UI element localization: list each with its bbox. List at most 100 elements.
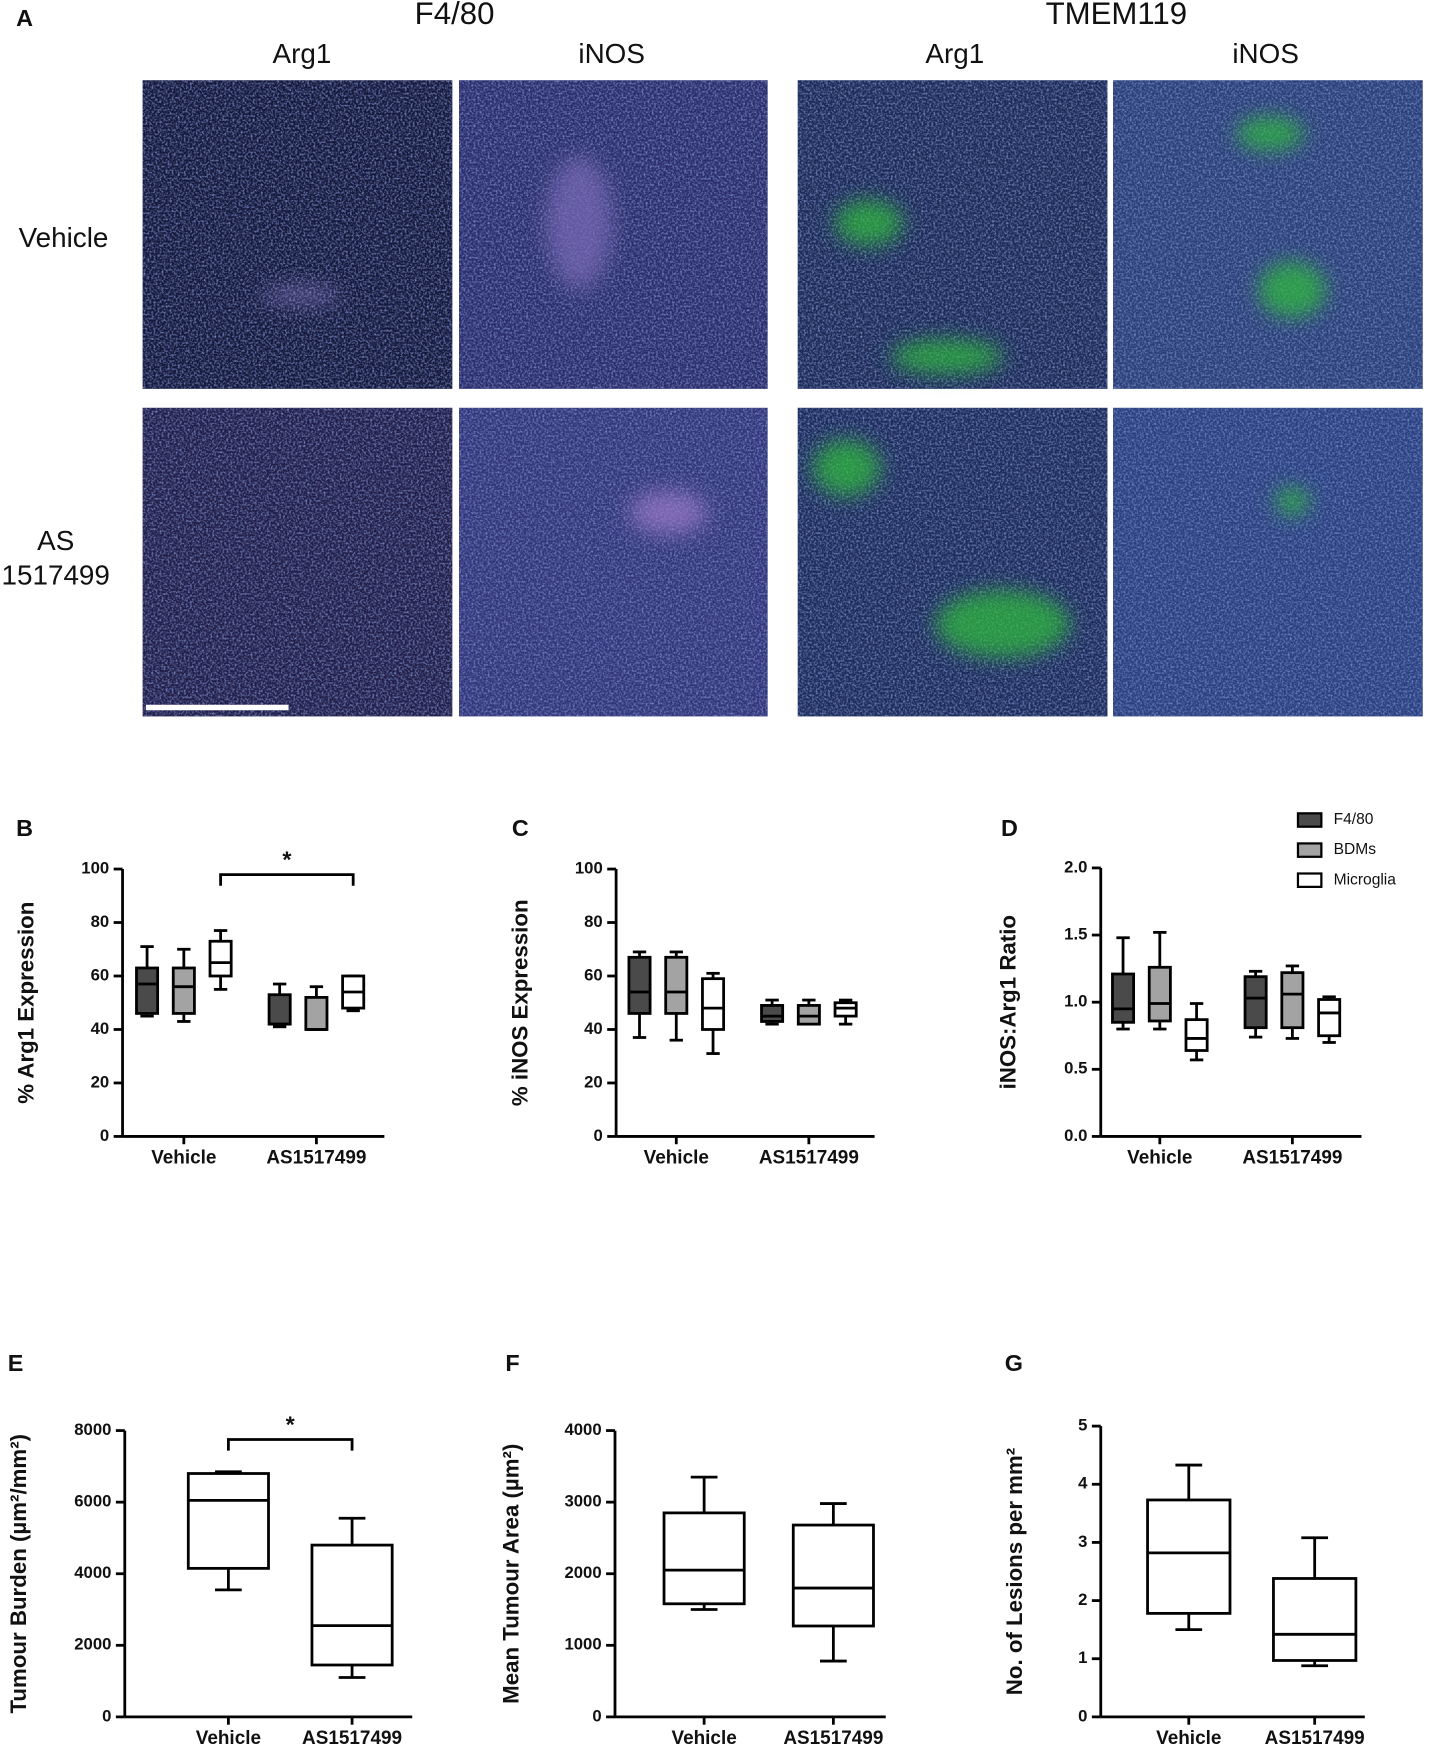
column-header: iNOS [1232, 38, 1299, 69]
significance-bracket [227, 1438, 354, 1451]
y-tick-label: 0 [593, 1126, 602, 1145]
box [1184, 1018, 1209, 1052]
box [1280, 971, 1305, 1030]
micrograph [142, 80, 1423, 717]
x-tick-label: AS1517499 [759, 1148, 859, 1169]
y-tick-label: 20 [91, 1072, 110, 1091]
y-tick-label: 1 [1078, 1648, 1087, 1667]
chart: F Mean Tumour Area (µm²) 0 1000 2000 3000 4000… [498, 1350, 886, 1749]
y-tick-label: 2000 [564, 1563, 601, 1582]
panel-label: D [1001, 815, 1018, 841]
significance-label: * [286, 1411, 296, 1437]
column-header: Arg1 [273, 38, 332, 69]
box [760, 1004, 785, 1023]
y-axis-title: Tumour Burden (µm²/mm²) [6, 1434, 31, 1714]
legend-swatch [1296, 842, 1323, 858]
y-tick-label: 80 [584, 912, 603, 931]
column-header: iNOS [578, 38, 645, 69]
y-tick-label: 60 [584, 965, 603, 984]
y-tick-label: 4 [1078, 1474, 1088, 1493]
y-tick-label: 40 [584, 1019, 603, 1038]
y-tick-label: 1.5 [1064, 924, 1087, 943]
group-header: F4/80 [415, 0, 495, 31]
legend-label: Microglia [1334, 871, 1397, 888]
y-tick-label: 0 [1078, 1706, 1087, 1725]
box [304, 995, 329, 1031]
panel-label: G [1005, 1350, 1023, 1376]
box [701, 977, 726, 1031]
x-tick-label: Vehicle [644, 1148, 709, 1169]
chart: G No. of Lesions per mm² 0 1 2 3 4 5 Vehicle AS15… [1002, 1350, 1365, 1749]
row-header: 1517499 [2, 560, 110, 591]
legend-swatch [1296, 872, 1323, 888]
y-tick-label: 20 [584, 1072, 603, 1091]
legend-swatch [1296, 812, 1323, 828]
box [310, 1543, 394, 1667]
box [1147, 965, 1172, 1023]
y-tick-label: 100 [575, 858, 603, 877]
box [1272, 1577, 1358, 1662]
y-tick-label: 0.0 [1064, 1126, 1087, 1145]
x-tick-label: Vehicle [671, 1728, 736, 1747]
y-axis-title: % iNOS Expression [507, 899, 532, 1106]
y-tick-label: 3000 [564, 1492, 601, 1511]
box [186, 1472, 270, 1570]
chart: E Tumour Burden (µm²/mm²) 0 2000 4000 6000 800… [6, 1350, 413, 1749]
group-header: TMEM119 [1046, 0, 1188, 31]
y-tick-label: 4000 [564, 1420, 601, 1439]
panel-label: E [8, 1350, 24, 1376]
panel-label: C [512, 815, 529, 841]
row-header: Vehicle [19, 222, 109, 253]
row-header: AS [37, 525, 74, 556]
y-axis-title: Mean Tumour Area (µm²) [498, 1444, 523, 1704]
legend-label: F4/80 [1334, 811, 1374, 828]
y-tick-label: 2000 [74, 1635, 111, 1654]
y-tick-label: 100 [81, 858, 109, 877]
legend-label: BDMs [1334, 841, 1377, 858]
y-tick-label: 4000 [74, 1563, 111, 1582]
y-tick-label: 0 [102, 1706, 111, 1725]
box [664, 955, 689, 1015]
box [627, 955, 652, 1015]
y-tick-label: 8000 [74, 1420, 111, 1439]
significance-label: * [282, 846, 292, 872]
y-tick-label: 3 [1078, 1532, 1087, 1551]
y-tick-label: 1.0 [1064, 992, 1087, 1011]
chart: B % Arg1 Expression 0 20 40 60 80 100 Vehicle AS1… [14, 815, 385, 1169]
box [171, 966, 196, 1015]
y-tick-label: 1000 [564, 1635, 601, 1654]
column-header: Arg1 [925, 38, 984, 69]
panel-label: F [505, 1350, 519, 1376]
y-tick-label: 0 [592, 1706, 601, 1725]
x-tick-label: Vehicle [1127, 1148, 1192, 1169]
x-tick-label: AS1517499 [302, 1728, 402, 1747]
box [662, 1511, 746, 1606]
y-tick-label: 2.0 [1064, 857, 1087, 876]
box [791, 1523, 875, 1628]
y-axis-title: No. of Lesions per mm² [1002, 1448, 1027, 1695]
x-tick-label: AS1517499 [1242, 1148, 1342, 1169]
y-tick-label: 0 [100, 1126, 109, 1145]
y-axis-title: % Arg1 Expression [14, 902, 39, 1104]
panel-label: A [16, 5, 33, 31]
box [135, 966, 160, 1015]
micrograph-panel: A F4/80 TMEM119 Arg1 iNOS Arg1 iNOS Vehi… [2, 0, 1423, 717]
y-tick-label: 2 [1078, 1590, 1087, 1609]
y-axis-title: iNOS:Arg1 Ratio [995, 915, 1020, 1089]
x-tick-label: Vehicle [151, 1148, 216, 1169]
y-tick-label: 60 [91, 965, 110, 984]
box [1146, 1498, 1232, 1615]
x-tick-label: Vehicle [1156, 1728, 1221, 1747]
box [1317, 998, 1342, 1038]
panel-label: B [16, 815, 33, 841]
y-tick-label: 80 [91, 912, 110, 931]
y-tick-label: 40 [91, 1019, 110, 1038]
y-tick-label: 0.5 [1064, 1059, 1087, 1078]
x-tick-label: AS1517499 [266, 1148, 366, 1169]
x-tick-label: AS1517499 [783, 1728, 883, 1747]
chart: C % iNOS Expression 0 20 40 60 80 100 Vehicle AS1… [507, 815, 875, 1169]
significance-bracket [219, 873, 355, 886]
box [1111, 972, 1136, 1024]
